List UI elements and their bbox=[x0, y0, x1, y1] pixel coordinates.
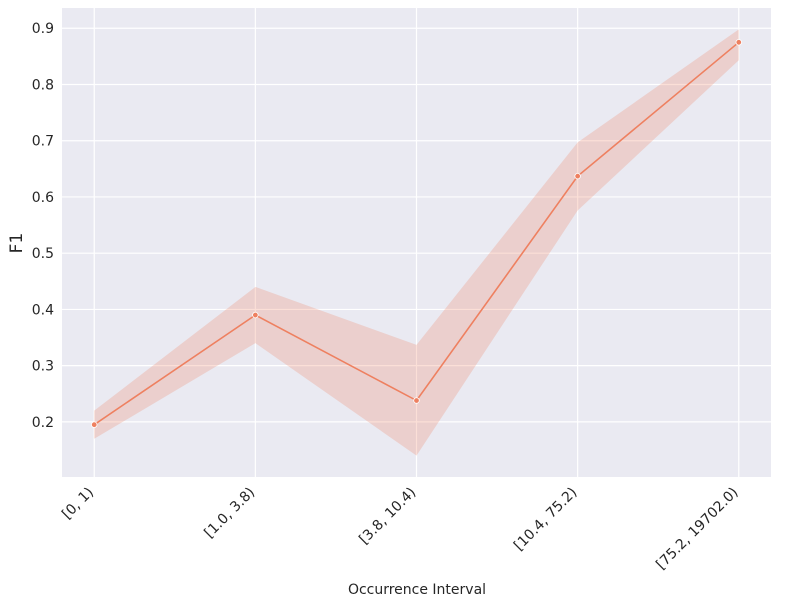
y-tick-label: 0.3 bbox=[32, 359, 54, 375]
marker bbox=[252, 311, 259, 319]
y-axis-label: F1 bbox=[7, 233, 27, 254]
y-tick-label: 0.5 bbox=[32, 246, 54, 262]
x-tick-label: [10.4, 75.2) bbox=[511, 485, 580, 554]
marker bbox=[413, 397, 420, 404]
y-tick-label: 0.9 bbox=[32, 21, 54, 37]
confidence-band bbox=[94, 29, 739, 456]
x-tick-label: [75.2, 19702.0) bbox=[653, 485, 741, 573]
x-tick-label: [3.8, 10.4) bbox=[356, 485, 419, 548]
y-tick-label: 0.2 bbox=[32, 415, 54, 431]
marker bbox=[574, 172, 581, 180]
y-tick-label: 0.7 bbox=[32, 134, 54, 150]
marker bbox=[735, 39, 742, 46]
x-axis-label: Occurrence Interval bbox=[348, 582, 486, 598]
y-tick-label: 0.6 bbox=[32, 190, 54, 206]
y-tick-label: 0.4 bbox=[32, 302, 54, 318]
x-tick-label: [1.0, 3.8) bbox=[201, 485, 258, 542]
marker bbox=[91, 421, 98, 428]
x-tick-label: [0, 1) bbox=[59, 485, 97, 523]
y-tick-label: 0.8 bbox=[32, 77, 54, 93]
